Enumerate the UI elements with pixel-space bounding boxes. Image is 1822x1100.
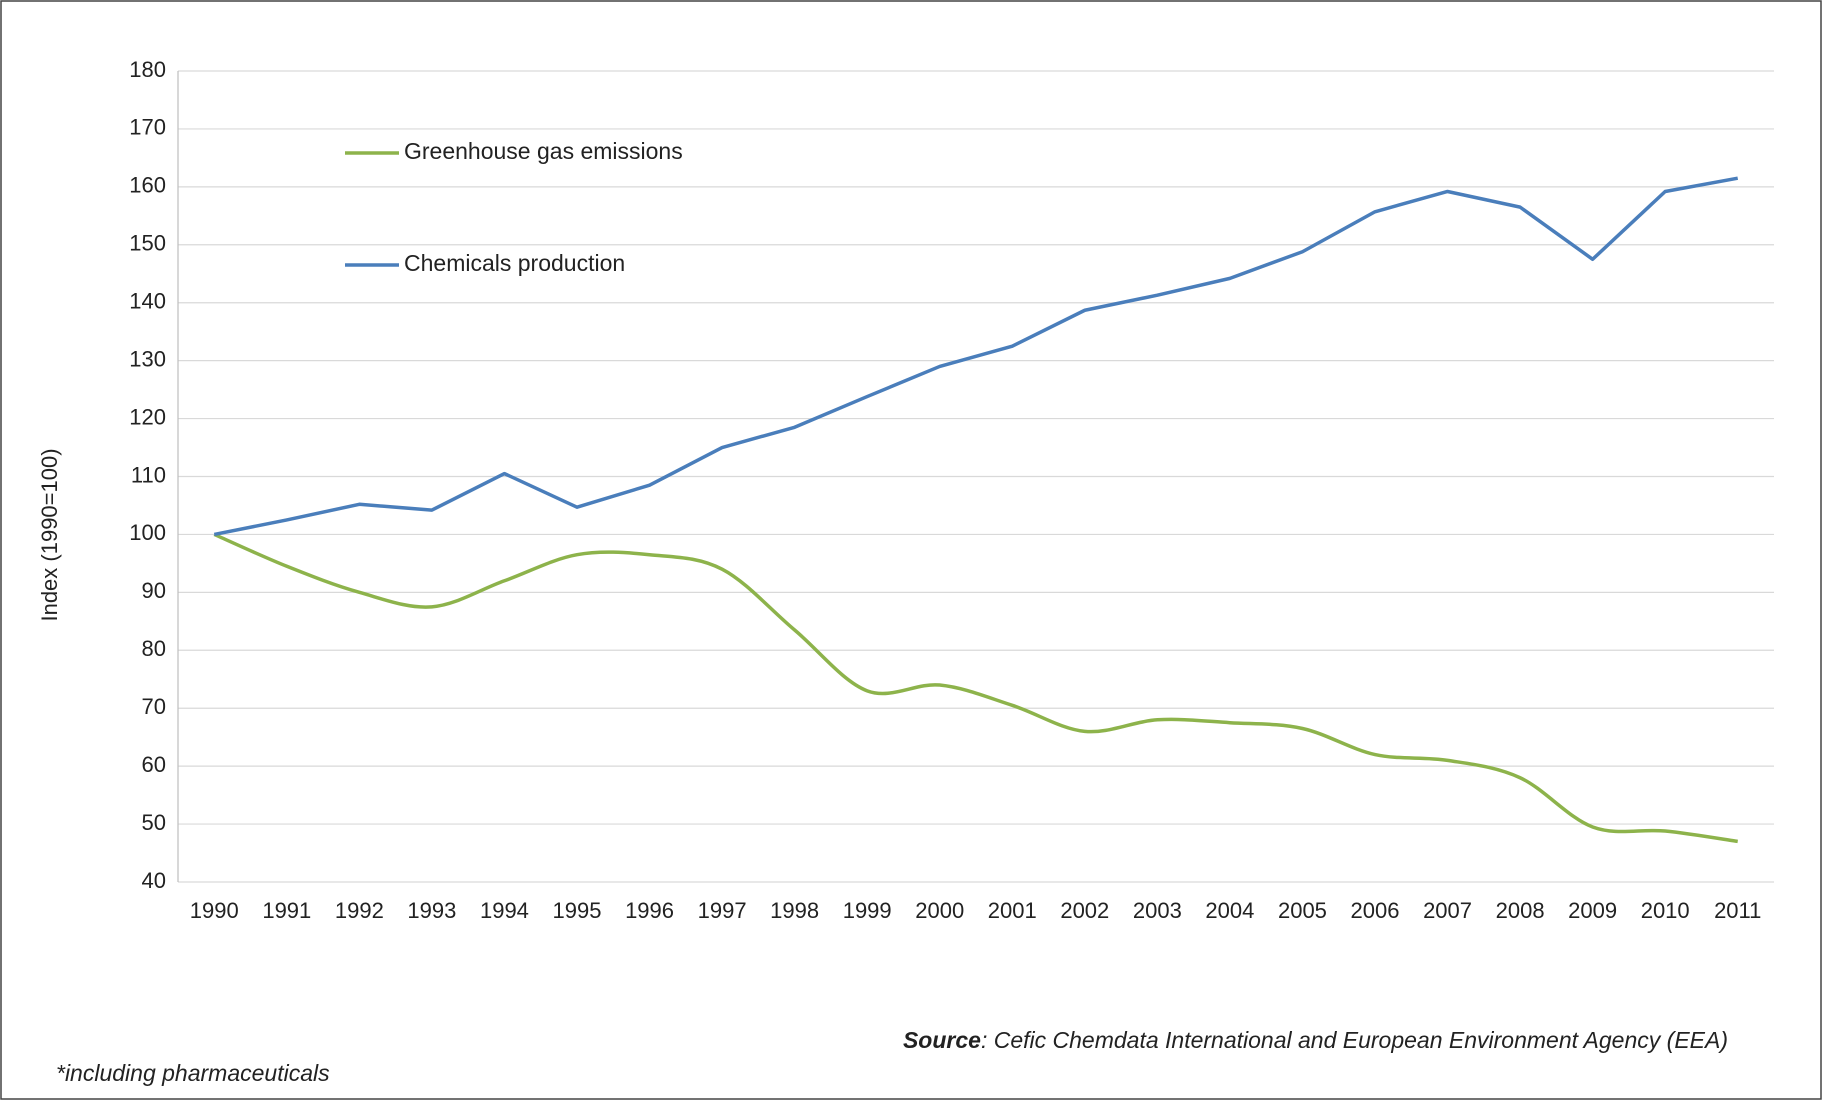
- y-tick-label: 50: [142, 810, 166, 835]
- y-tick-label: 110: [131, 462, 166, 487]
- y-tick-label: 80: [142, 636, 166, 661]
- y-tick-label: 120: [129, 404, 166, 429]
- y-tick-label: 170: [129, 115, 166, 140]
- x-tick-label: 2006: [1351, 898, 1400, 923]
- x-tick-label: 1994: [480, 898, 529, 923]
- legend-label: Chemicals production: [404, 250, 625, 276]
- x-tick-label: 2002: [1060, 898, 1109, 923]
- x-tick-label: 1993: [407, 898, 456, 923]
- x-tick-label: 2005: [1278, 898, 1327, 923]
- x-tick-label: 1997: [698, 898, 747, 923]
- footnote: *including pharmaceuticals: [56, 1060, 330, 1086]
- x-tick-label: 2003: [1133, 898, 1182, 923]
- x-tick-label: 1991: [262, 898, 311, 923]
- y-tick-label: 150: [129, 231, 166, 256]
- source-text: : Cefic Chemdata International and Europ…: [981, 1027, 1728, 1053]
- y-tick-label: 140: [129, 289, 166, 314]
- y-tick-label: 40: [142, 868, 166, 893]
- y-tick-label: 90: [142, 578, 166, 603]
- y-tick-label: 60: [142, 752, 166, 777]
- x-tick-label: 1999: [843, 898, 892, 923]
- x-tick-label: 2001: [988, 898, 1037, 923]
- x-tick-label: 1998: [770, 898, 819, 923]
- y-tick-label: 70: [142, 694, 166, 719]
- source-label: Source: [903, 1027, 981, 1053]
- x-tick-label: 2008: [1496, 898, 1545, 923]
- x-tick-label: 2004: [1205, 898, 1254, 923]
- x-tick-label: 2010: [1641, 898, 1690, 923]
- source: Source: Cefic Chemdata International and…: [903, 1027, 1728, 1053]
- x-tick-label: 2011: [1714, 898, 1761, 923]
- x-tick-label: 2007: [1423, 898, 1472, 923]
- x-tick-label: 2009: [1568, 898, 1617, 923]
- x-tick-label: 1995: [553, 898, 602, 923]
- series-line: [213, 532, 1738, 844]
- y-axis-label: Index (1990=100): [37, 448, 62, 621]
- y-tick-label: 180: [129, 57, 166, 82]
- x-tick-label: 2000: [915, 898, 964, 923]
- legend-label: Greenhouse gas emissions: [404, 138, 683, 164]
- y-tick-label: 160: [129, 173, 166, 198]
- y-tick-label: 130: [129, 346, 166, 371]
- x-tick-label: 1992: [335, 898, 384, 923]
- x-tick-label: 1990: [190, 898, 239, 923]
- series-line: [213, 176, 1739, 537]
- y-tick-label: 100: [129, 520, 166, 545]
- x-tick-label: 1996: [625, 898, 674, 923]
